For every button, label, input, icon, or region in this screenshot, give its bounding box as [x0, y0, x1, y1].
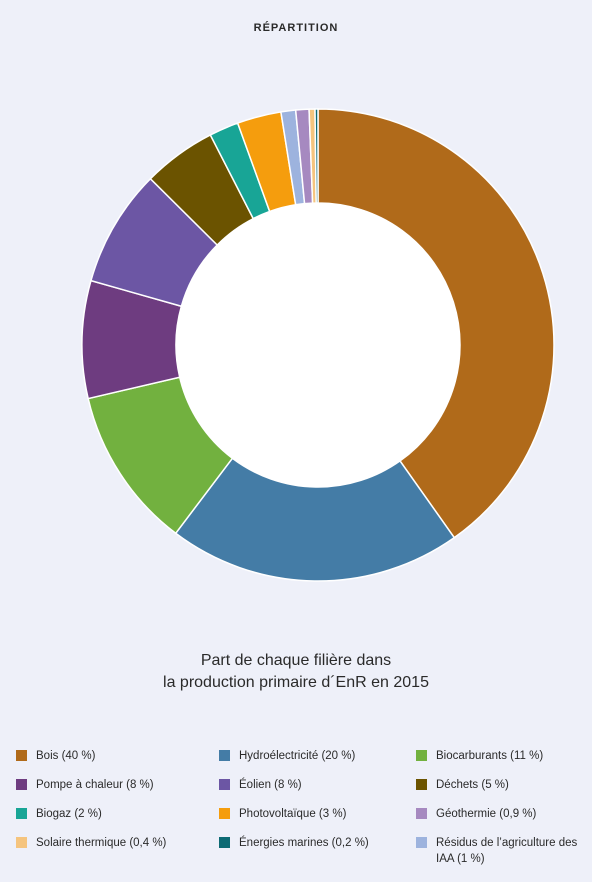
legend-item-pac: Pompe à chaleur (8 %) [16, 777, 206, 793]
legend-label: Énergies marines (0,2 %) [239, 837, 369, 849]
chart-title: Part de chaque filière dans la productio… [0, 650, 592, 694]
chart-title-line-1: Part de chaque filière dans [200, 652, 392, 669]
legend-swatch [16, 750, 27, 761]
legend-item-hydro: Hydroélectricité (20 %) [219, 748, 404, 764]
chart-title-line-2: la production primaire d´EnR en 2015 [163, 674, 429, 691]
legend-label: Solaire thermique (0,4 %) [36, 837, 167, 849]
legend-label: Hydroélectricité (20 %) [239, 750, 356, 762]
donut-hole [176, 203, 460, 487]
legend-label: Éolien (8 %) [239, 779, 302, 791]
legend-label: Biocarburants (11 %) [436, 750, 544, 762]
legend-swatch [416, 837, 427, 848]
legend-item-biocarburants: Biocarburants (11 %) [416, 748, 586, 764]
legend-swatch [416, 750, 427, 761]
legend-swatch [219, 779, 230, 790]
legend-item-pv: Photovoltaïque (3 %) [219, 806, 404, 822]
legend-label: Pompe à chaleur (8 %) [36, 779, 154, 791]
legend-label: Biogaz (2 %) [36, 808, 102, 820]
legend-label: Déchets (5 %) [436, 779, 509, 791]
legend-label: Photovoltaïque (3 %) [239, 808, 347, 820]
donut-chart [81, 108, 555, 582]
legend-swatch [16, 808, 27, 819]
legend-swatch [219, 750, 230, 761]
legend-item-geothermie: Géothermie (0,9 %) [416, 806, 586, 822]
legend-item-eolien: Éolien (8 %) [219, 777, 404, 793]
legend-label: Bois (40 %) [36, 750, 96, 762]
legend-item-biogaz: Biogaz (2 %) [16, 806, 206, 822]
legend-swatch [16, 837, 27, 848]
legend-item-solaire: Solaire thermique (0,4 %) [16, 835, 206, 851]
legend-swatch [219, 837, 230, 848]
legend-label: Géothermie (0,9 %) [436, 808, 537, 820]
legend-swatch [416, 779, 427, 790]
donut-slice-marines [314, 108, 319, 204]
legend-item-residus: Résidus de l’agriculture des IAA (1 %) [416, 835, 586, 867]
legend-item-marines: Énergies marines (0,2 %) [219, 835, 404, 851]
chart-heading: RÉPARTITION [253, 22, 339, 34]
legend-label: Résidus de l’agriculture des IAA (1 %) [436, 837, 578, 865]
legend-item-dechets: Déchets (5 %) [416, 777, 586, 793]
legend-swatch [16, 779, 27, 790]
legend-swatch [219, 808, 230, 819]
legend-swatch [416, 808, 427, 819]
legend-item-bois: Bois (40 %) [16, 748, 206, 764]
